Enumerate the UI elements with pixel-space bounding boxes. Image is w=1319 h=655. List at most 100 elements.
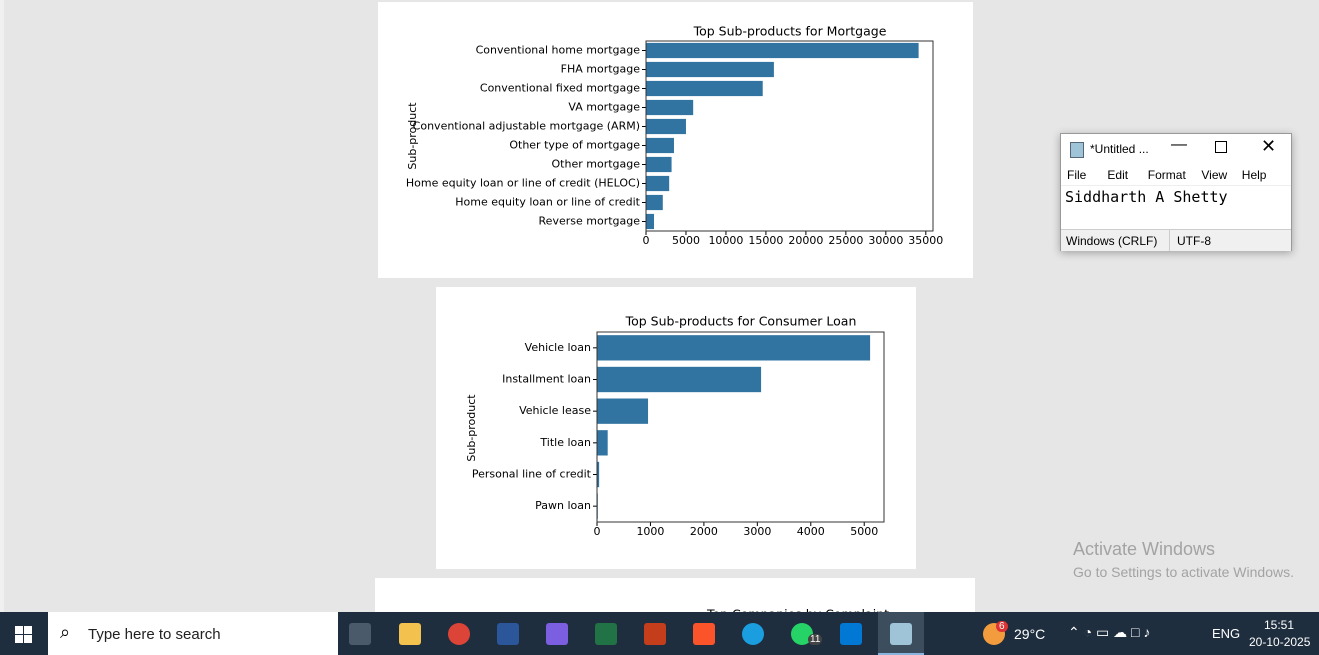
y-tick-label: VA mortgage bbox=[568, 101, 640, 114]
bar bbox=[646, 213, 654, 230]
app-icon bbox=[1070, 142, 1084, 158]
chrome[interactable] bbox=[448, 623, 470, 645]
axes-frame bbox=[645, 40, 934, 232]
y-tick-label: Pawn loan bbox=[535, 499, 591, 512]
excel[interactable] bbox=[595, 623, 617, 645]
menu-item[interactable]: Help bbox=[1241, 168, 1267, 182]
search-icon: ⌕ bbox=[60, 622, 71, 642]
y-tick-label: FHA mortgage bbox=[561, 63, 641, 76]
x-tick-label: 5000 bbox=[672, 234, 700, 247]
y-axis-label: Sub-product bbox=[406, 102, 419, 170]
bar bbox=[646, 118, 686, 135]
close-button[interactable]: ✕ bbox=[1261, 136, 1277, 156]
watermark-title: Activate Windows bbox=[1073, 539, 1216, 559]
menu-item[interactable]: View bbox=[1201, 168, 1228, 182]
bar bbox=[646, 194, 663, 211]
copilot[interactable] bbox=[546, 623, 568, 645]
brave[interactable] bbox=[693, 623, 715, 645]
x-tick-label: 25000 bbox=[828, 234, 863, 247]
x-tick-label: 3000 bbox=[743, 525, 771, 538]
text-area[interactable]: Siddharth A Shetty bbox=[1061, 185, 1291, 220]
search-box[interactable]: ⌕ Type here to search bbox=[48, 612, 338, 655]
file-explorer[interactable] bbox=[399, 623, 421, 645]
bar bbox=[646, 175, 670, 192]
x-tick-label: 20000 bbox=[788, 234, 823, 247]
bar bbox=[646, 137, 674, 154]
y-axis-label: Sub-product bbox=[465, 394, 478, 462]
clock-time[interactable]: 15:51 bbox=[1264, 618, 1295, 632]
chart: Top Sub-products for Mortgage Sub-product… bbox=[406, 24, 943, 248]
maximize-button[interactable] bbox=[1215, 141, 1227, 153]
separator bbox=[1169, 230, 1170, 251]
word[interactable] bbox=[497, 623, 519, 645]
x-tick-label: 1000 bbox=[636, 525, 664, 538]
x-tick-label: 35000 bbox=[908, 234, 943, 247]
menu-bar: File Edit Format View Help bbox=[1061, 167, 1291, 185]
y-tick-label: Reverse mortgage bbox=[539, 215, 641, 228]
whatsapp[interactable] bbox=[791, 623, 813, 645]
bar bbox=[646, 80, 763, 97]
x-tick-label: 2000 bbox=[690, 525, 718, 538]
menu-item[interactable]: Edit bbox=[1107, 168, 1129, 182]
watermark-text: Go to Settings to activate Windows. bbox=[1073, 564, 1294, 580]
chart: Top Companies by Complaint bbox=[706, 607, 889, 613]
y-tick-label: Other type of mortgage bbox=[509, 139, 640, 152]
chart-card: Top Sub-products for Consumer Loan Sub-pr… bbox=[436, 287, 916, 569]
y-tick-label: Home equity loan or line of credit bbox=[455, 196, 640, 209]
x-tick-label: 10000 bbox=[708, 234, 743, 247]
notepad-window[interactable]: *Untitled ... — ✕ File Edit Format View Help… bbox=[1060, 133, 1292, 251]
bar bbox=[597, 398, 649, 424]
temperature: 29°C bbox=[1014, 626, 1046, 642]
x-tick-label: 0 bbox=[643, 234, 650, 247]
language[interactable]: ENG bbox=[1212, 626, 1241, 641]
title-bar: *Untitled ... — ✕ bbox=[1061, 134, 1291, 164]
bar bbox=[597, 461, 600, 488]
clock-date[interactable]: 20-10-2025 bbox=[1249, 635, 1311, 649]
chart-title: Top Sub-products for Mortgage bbox=[693, 24, 887, 39]
y-tick-label: Vehicle lease bbox=[519, 404, 591, 417]
y-tick-label: Vehicle loan bbox=[525, 341, 591, 354]
text-content: Siddharth A Shetty bbox=[1065, 188, 1228, 206]
status-bar: Windows (CRLF) UTF-8 bbox=[1061, 229, 1291, 251]
notepad-icon bbox=[890, 623, 912, 645]
x-tick-label: 4000 bbox=[797, 525, 825, 538]
search-placeholder: Type here to search bbox=[88, 626, 221, 643]
axes-frame bbox=[596, 331, 885, 523]
edge[interactable] bbox=[742, 623, 764, 645]
x-tick-label: 0 bbox=[594, 525, 601, 538]
bar bbox=[597, 366, 762, 393]
x-tick-label: 15000 bbox=[748, 234, 783, 247]
chart-card: Top Companies by Complaint bbox=[375, 578, 975, 612]
task-view[interactable] bbox=[349, 623, 371, 645]
y-tick-label: Conventional adjustable mortgage (ARM) bbox=[413, 120, 640, 133]
tray-icons[interactable]: ⌃ ◔ ▭ ☁ □ ♪ bbox=[1068, 624, 1151, 640]
whatsapp-badge: 11 bbox=[808, 634, 823, 645]
notepad-task[interactable] bbox=[878, 612, 924, 655]
start-button[interactable] bbox=[15, 626, 32, 643]
bar bbox=[646, 42, 919, 59]
scroll-edge bbox=[0, 0, 4, 612]
minimize-button[interactable]: — bbox=[1171, 136, 1187, 153]
y-tick-label: Other mortgage bbox=[552, 158, 641, 171]
bar bbox=[646, 156, 672, 173]
vscode[interactable] bbox=[840, 623, 862, 645]
bar bbox=[597, 430, 608, 456]
y-tick-label: Home equity loan or line of credit (HELO… bbox=[406, 177, 640, 190]
powerpoint[interactable] bbox=[644, 623, 666, 645]
weather-badge: 6 bbox=[996, 621, 1008, 632]
bar bbox=[597, 335, 871, 361]
x-tick-label: 5000 bbox=[850, 525, 878, 538]
chart: Top Sub-products for Consumer Loan Sub-pr… bbox=[465, 314, 885, 538]
y-tick-label: Personal line of credit bbox=[472, 468, 592, 481]
y-tick-label: Installment loan bbox=[502, 373, 591, 386]
chart-title: Top Sub-products for Consumer Loan bbox=[625, 314, 857, 329]
chart-title: Top Companies by Complaint bbox=[706, 607, 889, 613]
status-encoding: UTF-8 bbox=[1177, 234, 1211, 248]
y-tick-label: Title loan bbox=[539, 436, 591, 449]
menu-item[interactable]: File bbox=[1067, 168, 1087, 182]
menu-item[interactable]: Format bbox=[1147, 168, 1186, 182]
y-tick-label: Conventional home mortgage bbox=[476, 44, 641, 57]
chart-card: Top Sub-products for Mortgage Sub-product… bbox=[378, 2, 973, 278]
x-tick-label: 30000 bbox=[868, 234, 903, 247]
